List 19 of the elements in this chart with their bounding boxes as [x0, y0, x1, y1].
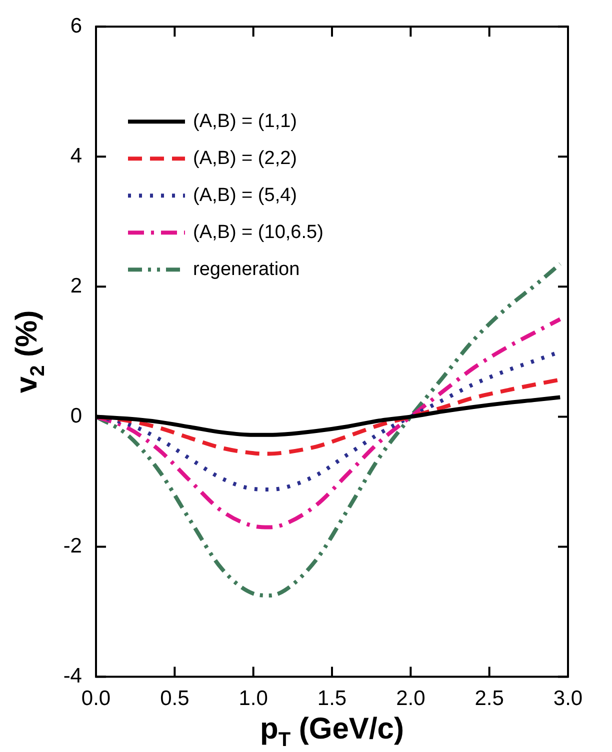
x-tick-label: 0.5 [160, 687, 190, 710]
y-tick-label: -2 [63, 534, 82, 558]
legend-label: (A,B) = (10,6.5) [193, 222, 324, 243]
legend-label: regeneration [193, 258, 300, 280]
y-axis-title: v2 (%) [10, 310, 50, 394]
y-tick-label: 6 [70, 14, 82, 38]
x-tick-label: 3.0 [553, 687, 583, 710]
y-tick-label: -4 [63, 664, 82, 688]
y-tick-label: 4 [70, 144, 82, 168]
y-tick-label: 2 [70, 274, 82, 298]
x-tick-label: 1.5 [317, 687, 347, 710]
x-tick-label: 0.0 [81, 687, 111, 710]
legend-label: (A,B) = (1,1) [193, 110, 297, 132]
y-tick-label: 0 [70, 404, 82, 428]
x-tick-label: 2.5 [474, 687, 504, 710]
x-tick-label: 2.0 [396, 687, 426, 710]
legend-label: (A,B) = (5,4) [193, 184, 297, 206]
x-tick-label: 1.0 [238, 687, 268, 710]
legend-label: (A,B) = (2,2) [193, 148, 297, 169]
